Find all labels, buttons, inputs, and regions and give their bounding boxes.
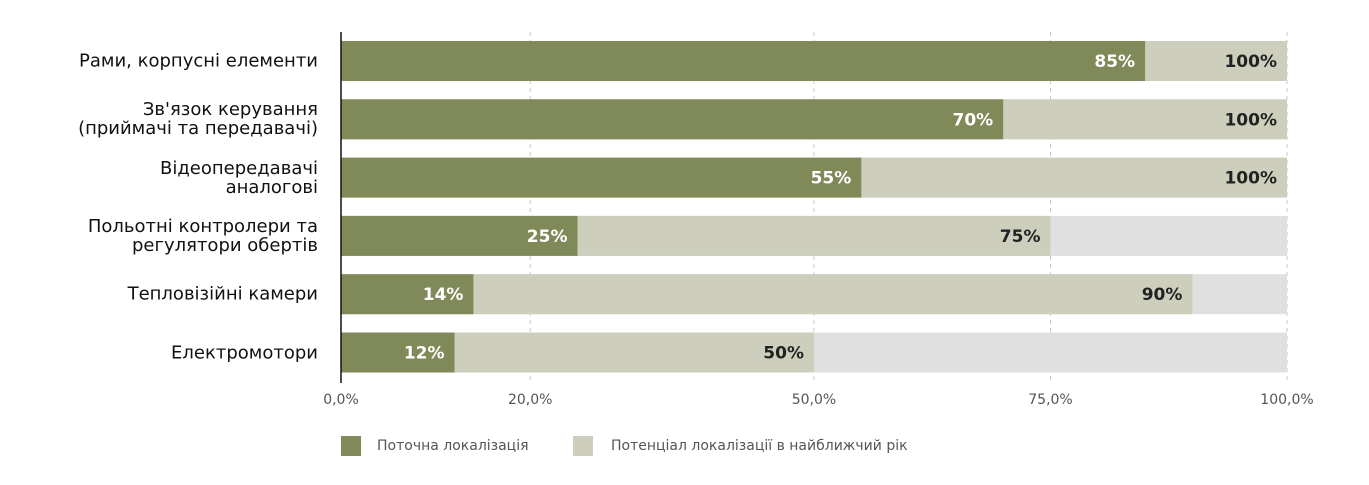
legend-label: Потенціал локалізації в найближчий рік: [611, 438, 908, 454]
legend-swatch: [341, 436, 361, 456]
category-label: Зв'язок керування (приймачі та передавач…: [78, 99, 318, 140]
value-label: 100%: [1224, 169, 1277, 189]
value-label: 50%: [763, 344, 804, 364]
bar: [341, 215, 578, 256]
value-label: 70%: [952, 110, 993, 130]
bar: [341, 99, 1004, 140]
bar: [341, 157, 862, 198]
bar: [341, 274, 1193, 315]
category-label: Відеопередавачі аналогові: [160, 157, 318, 198]
x-tick-label: 50,0%: [792, 392, 836, 408]
bar: [341, 332, 455, 373]
value-label: 14%: [423, 285, 464, 305]
value-label: 90%: [1142, 285, 1183, 305]
value-label: 85%: [1094, 52, 1135, 72]
value-label: 25%: [527, 227, 568, 247]
x-tick-label: 0,0%: [323, 392, 359, 408]
value-label: 100%: [1224, 52, 1277, 72]
legend-label: Поточна локалізація: [377, 438, 529, 454]
x-tick-label: 75,0%: [1028, 392, 1072, 408]
bar: [341, 274, 474, 315]
category-label: Польотні контролери та регулятори оберті…: [87, 215, 318, 256]
value-label: 55%: [811, 169, 852, 189]
value-label: 100%: [1224, 110, 1277, 130]
category-label: Рами, корпусні елементи: [79, 50, 318, 72]
category-label: Електромотори: [171, 342, 318, 363]
value-label: 75%: [1000, 227, 1041, 247]
legend-swatch: [573, 436, 593, 456]
x-tick-label: 100,0%: [1260, 392, 1313, 408]
x-tick-label: 20,0%: [508, 392, 552, 408]
value-label: 12%: [404, 344, 445, 364]
bar: [341, 41, 1146, 81]
category-label: Тепловізійні камери: [127, 283, 318, 305]
